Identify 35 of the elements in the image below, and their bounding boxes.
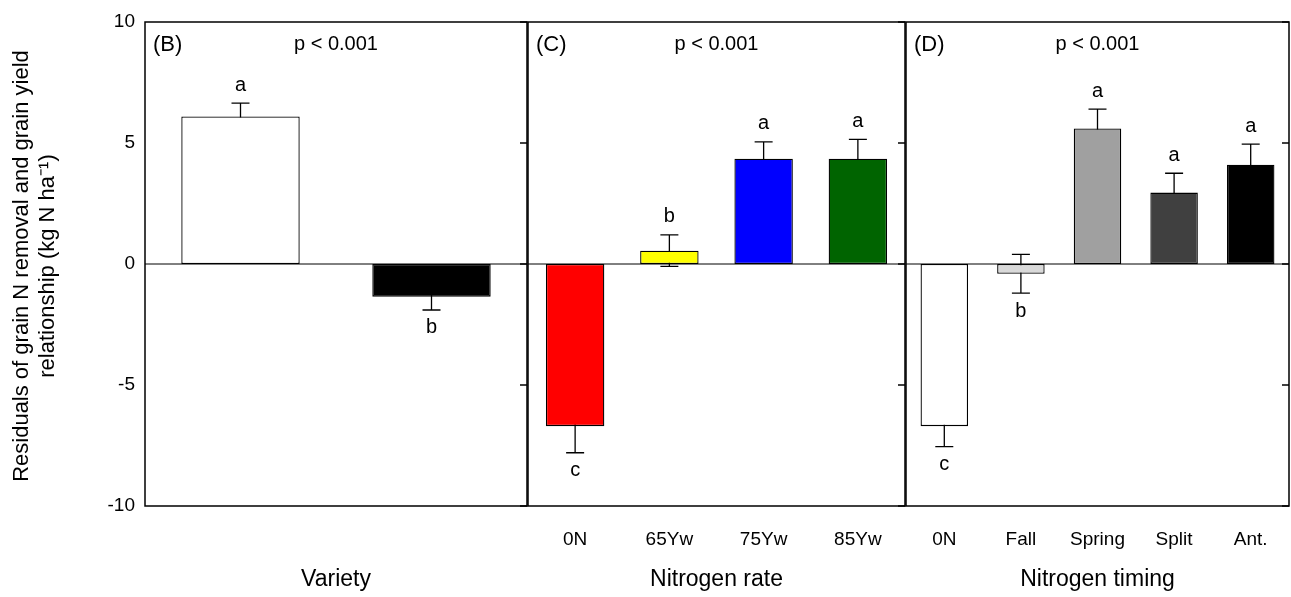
- y-tick-label: 10: [113, 10, 135, 32]
- data-label: a: [758, 111, 771, 134]
- x-axis-title: Nitrogen timing: [1020, 564, 1175, 591]
- y-tick-label: 0: [124, 252, 135, 274]
- annotation: (B): [153, 31, 183, 57]
- x-tick-label: Ant.: [1233, 527, 1268, 549]
- annotation: p < 0.001: [1055, 31, 1140, 54]
- x-axis-title: Nitrogen rate: [650, 564, 783, 591]
- data-label: c: [939, 452, 950, 475]
- annotation: (C): [536, 31, 567, 57]
- data-label: b: [663, 204, 675, 227]
- data-label: a: [1245, 113, 1258, 136]
- data-label: a: [1091, 78, 1104, 101]
- annotation: (D): [914, 31, 945, 57]
- data-label: c: [570, 458, 581, 481]
- y-axis-title: Residuals of grain N removal and grain yield relationship (kg N ha⁻¹): [8, 49, 60, 484]
- annotation: p < 0.001: [294, 31, 378, 54]
- x-tick-label: Fall: [1005, 527, 1037, 549]
- x-tick-label: 65Yw: [645, 527, 694, 549]
- data-label: b: [1015, 298, 1027, 321]
- y-tick-label: -10: [107, 494, 135, 516]
- data-label: a: [1168, 142, 1181, 165]
- x-axis-title: Variety: [301, 564, 372, 591]
- x-tick-label: Spring: [1070, 527, 1125, 549]
- x-tick-label: 0N: [562, 527, 588, 549]
- x-tick-label: 85Yw: [834, 527, 882, 549]
- y-tick-label: 5: [124, 131, 135, 153]
- x-tick-label: 0N: [932, 527, 957, 549]
- data-label: a: [234, 72, 247, 95]
- data-label: a: [852, 108, 865, 131]
- annotation: p < 0.001: [674, 31, 759, 54]
- x-tick-label: 75Yw: [739, 527, 788, 549]
- y-tick-label: -5: [118, 373, 135, 395]
- x-tick-label: Split: [1155, 527, 1194, 549]
- data-label: b: [425, 315, 438, 338]
